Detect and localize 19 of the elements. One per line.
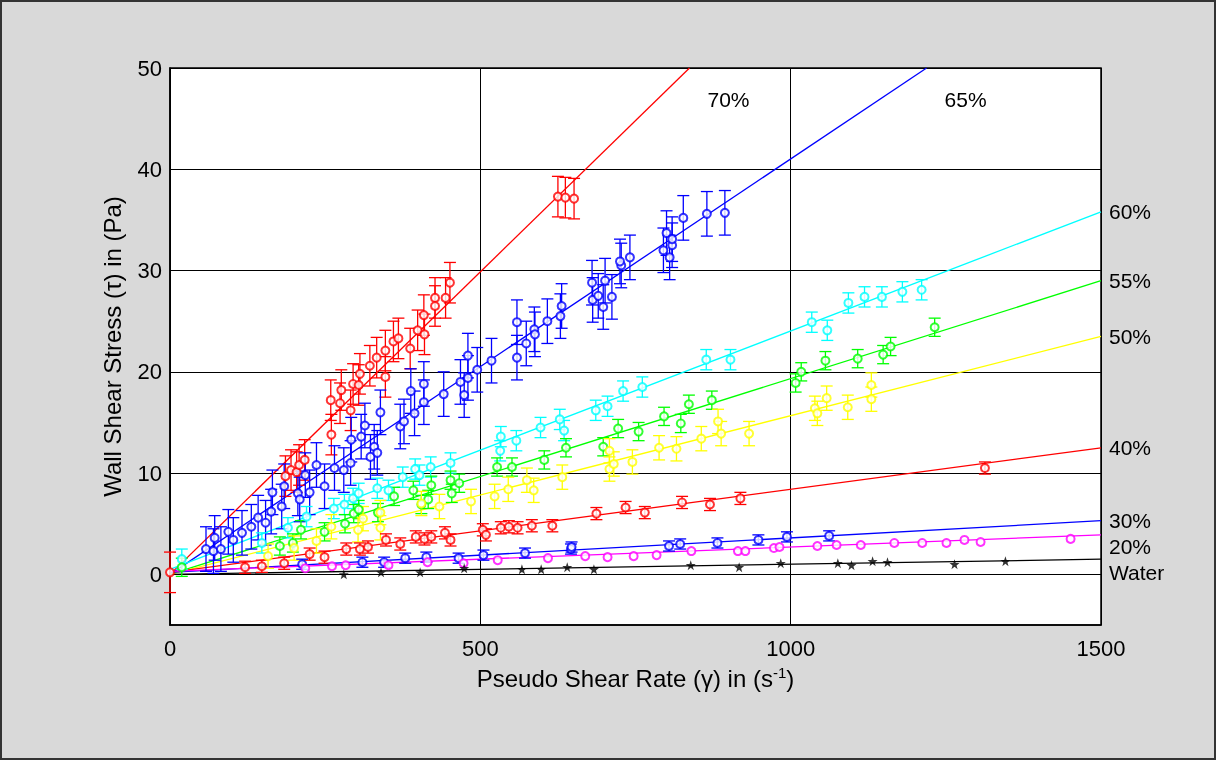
y-axis-title: Wall Shear Stress (τ) in (Pa) bbox=[98, 196, 126, 497]
series-label: 70% bbox=[707, 87, 750, 111]
series-label: 65% bbox=[944, 87, 987, 111]
series-label: 40% bbox=[1109, 436, 1152, 460]
series-label: 50% bbox=[1109, 324, 1152, 348]
y-tick-label: 40 bbox=[137, 156, 162, 182]
series-label: 60% bbox=[1109, 200, 1152, 224]
y-tick-label: 0 bbox=[149, 561, 162, 587]
y-tick-label: 50 bbox=[137, 55, 162, 81]
y-tick-label: 10 bbox=[137, 460, 162, 486]
series-label: 20% bbox=[1109, 535, 1152, 559]
series-label: 55% bbox=[1109, 269, 1152, 293]
y-tick-label: 30 bbox=[137, 258, 162, 284]
series-label: 30% bbox=[1109, 509, 1152, 533]
x-tick-label: 500 bbox=[461, 635, 499, 661]
y-tick-label: 20 bbox=[137, 359, 162, 385]
series-label: Water bbox=[1109, 561, 1165, 585]
x-tick-label: 1500 bbox=[1076, 635, 1126, 661]
x-tick-label: 1000 bbox=[766, 635, 816, 661]
